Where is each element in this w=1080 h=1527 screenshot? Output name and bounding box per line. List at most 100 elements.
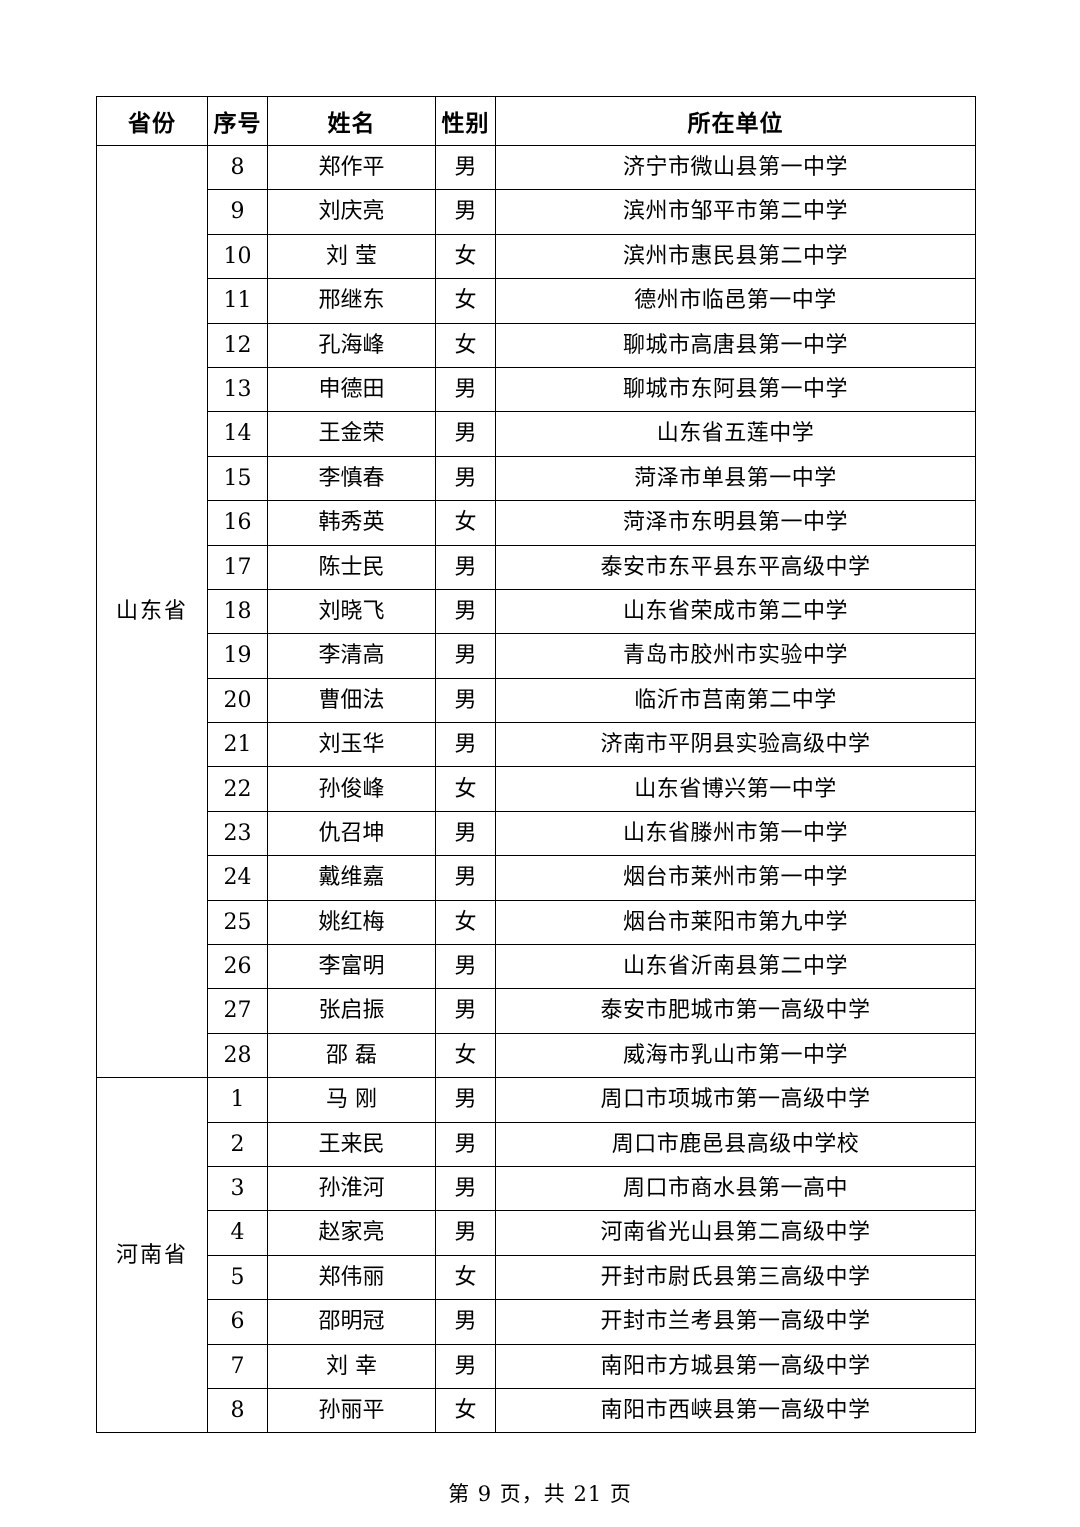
province-cell: 山东省 [96, 144, 208, 1079]
name-cell: 郑伟丽 [267, 1254, 436, 1301]
name-cell: 邵 磊 [267, 1032, 436, 1079]
table-row: 16 韩秀英女菏泽市东明县第一中学 [97, 500, 976, 546]
column-header-province: 省份 [96, 96, 208, 146]
gender-cell: 女 [435, 1387, 496, 1434]
unit-cell: 山东省五莲中学 [495, 411, 976, 457]
unit-cell: 青岛市胶州市实验中学 [495, 633, 976, 679]
sequence-cell: 11 [207, 278, 268, 324]
name-cell: 李清高 [267, 633, 436, 679]
name-cell: 刘晓飞 [267, 588, 436, 635]
name-cell: 孙淮河 [267, 1165, 436, 1212]
unit-cell: 聊城市高唐县第一中学 [495, 322, 976, 368]
table-header: 省份 序号 姓名 性别 所在单位 [96, 96, 976, 146]
table-row: 17 陈士民男泰安市东平县东平高级中学 [97, 544, 976, 590]
table-row: 23 仇召坤男山东省滕州市第一中学 [97, 810, 976, 857]
name-cell: 张启振 [267, 988, 436, 1034]
name-cell: 韩秀英 [267, 500, 436, 546]
unit-cell: 聊城市东阿县第一中学 [495, 366, 976, 413]
gender-cell: 男 [435, 633, 496, 679]
sequence-cell: 25 [207, 899, 268, 946]
table-row: 11 邢继东女德州市临邑第一中学 [97, 278, 976, 324]
table-row: 山东省 8 郑作平男济宁市微山县第一中学 [96, 144, 976, 1079]
sequence-cell: 13 [207, 366, 268, 413]
sequence-cell: 1 [207, 1077, 268, 1123]
unit-cell: 周口市项城市第一高级中学 [495, 1077, 976, 1123]
sequence-cell: 4 [207, 1210, 268, 1256]
unit-cell: 南阳市方城县第一高级中学 [495, 1343, 976, 1389]
name-cell: 陈士民 [267, 544, 436, 590]
roster-table: 省份 序号 姓名 性别 所在单位 山东省 8 郑作平男济宁市微山县第一中学 9 刘庆亮男… [96, 96, 976, 1434]
sequence-cell: 15 [207, 455, 268, 502]
gender-cell: 男 [435, 1121, 496, 1167]
table-row: 26 李富明男山东省沂南县第二中学 [97, 944, 976, 990]
unit-cell: 山东省荣成市第二中学 [495, 588, 976, 635]
table-row: 河南省 1 马 刚男周口市项城市第一高级中学 [96, 1077, 976, 1434]
unit-cell: 山东省滕州市第一中学 [495, 810, 976, 857]
sequence-cell: 9 [207, 189, 268, 235]
sequence-cell: 20 [207, 677, 268, 724]
sequence-cell: 8 [207, 144, 268, 191]
name-cell: 赵家亮 [267, 1210, 436, 1256]
table-row: 2 王来民男周口市鹿邑县高级中学校 [97, 1121, 976, 1167]
name-cell: 王金荣 [267, 411, 436, 457]
gender-cell: 男 [435, 677, 496, 724]
table-row: 15 李慎春男菏泽市单县第一中学 [97, 455, 976, 502]
unit-cell: 周口市商水县第一高中 [495, 1165, 976, 1212]
sequence-cell: 23 [207, 810, 268, 857]
unit-cell: 滨州市惠民县第二中学 [495, 233, 976, 280]
sequence-cell: 26 [207, 944, 268, 990]
table-row: 5 郑伟丽女开封市尉氏县第三高级中学 [97, 1254, 976, 1301]
table-row: 20 曹佃法男临沂市莒南第二中学 [97, 677, 976, 724]
table-row: 21 刘玉华男济南市平阴县实验高级中学 [97, 722, 976, 768]
sequence-cell: 8 [207, 1387, 268, 1434]
unit-cell: 济南市平阴县实验高级中学 [495, 722, 976, 768]
page-footer: 第 9 页，共 21 页 [448, 1482, 632, 1506]
table-row: 3 孙淮河男周口市商水县第一高中 [97, 1165, 976, 1212]
gender-cell: 男 [435, 944, 496, 990]
table-row: 28 邵 磊女威海市乳山市第一中学 [97, 1032, 976, 1079]
sequence-cell: 21 [207, 722, 268, 768]
table-row: 19 李清高男青岛市胶州市实验中学 [97, 633, 976, 679]
unit-cell: 烟台市莱州市第一中学 [495, 855, 976, 901]
name-cell: 李富明 [267, 944, 436, 990]
gender-cell: 男 [435, 1299, 496, 1345]
name-cell: 曹佃法 [267, 677, 436, 724]
gender-cell: 男 [435, 855, 496, 901]
name-cell: 王来民 [267, 1121, 436, 1167]
name-cell: 孙丽平 [267, 1387, 436, 1434]
unit-cell: 开封市尉氏县第三高级中学 [495, 1254, 976, 1301]
name-cell: 申德田 [267, 366, 436, 413]
unit-cell: 威海市乳山市第一中学 [495, 1032, 976, 1079]
sequence-cell: 27 [207, 988, 268, 1034]
gender-cell: 女 [435, 322, 496, 368]
column-header-gender: 性别 [435, 96, 496, 146]
gender-cell: 男 [435, 588, 496, 635]
table-row: 22 孙俊峰女山东省博兴第一中学 [97, 766, 976, 812]
table-row: 6 邵明冠男开封市兰考县第一高级中学 [97, 1299, 976, 1345]
table-row: 13 申德田男聊城市东阿县第一中学 [97, 366, 976, 413]
unit-cell: 滨州市邹平市第二中学 [495, 189, 976, 235]
unit-cell: 河南省光山县第二高级中学 [495, 1210, 976, 1256]
name-cell: 仇召坤 [267, 810, 436, 857]
unit-cell: 菏泽市东明县第一中学 [495, 500, 976, 546]
sequence-cell: 22 [207, 766, 268, 812]
name-cell: 姚红梅 [267, 899, 436, 946]
table-row: 25 姚红梅女烟台市莱阳市第九中学 [97, 899, 976, 946]
name-cell: 李慎春 [267, 455, 436, 502]
unit-cell: 泰安市肥城市第一高级中学 [495, 988, 976, 1034]
table-row: 10 刘 莹女滨州市惠民县第二中学 [97, 233, 976, 280]
gender-cell: 男 [435, 1077, 496, 1123]
sequence-cell: 24 [207, 855, 268, 901]
gender-cell: 女 [435, 766, 496, 812]
sequence-cell: 28 [207, 1032, 268, 1079]
table-row: 8 孙丽平女南阳市西峡县第一高级中学 [97, 1387, 976, 1434]
sequence-cell: 5 [207, 1254, 268, 1301]
name-cell: 刘 幸 [267, 1343, 436, 1389]
gender-cell: 男 [435, 144, 496, 191]
sequence-cell: 7 [207, 1343, 268, 1389]
sequence-cell: 19 [207, 633, 268, 679]
gender-cell: 女 [435, 1032, 496, 1079]
name-cell: 刘玉华 [267, 722, 436, 768]
gender-cell: 女 [435, 1254, 496, 1301]
